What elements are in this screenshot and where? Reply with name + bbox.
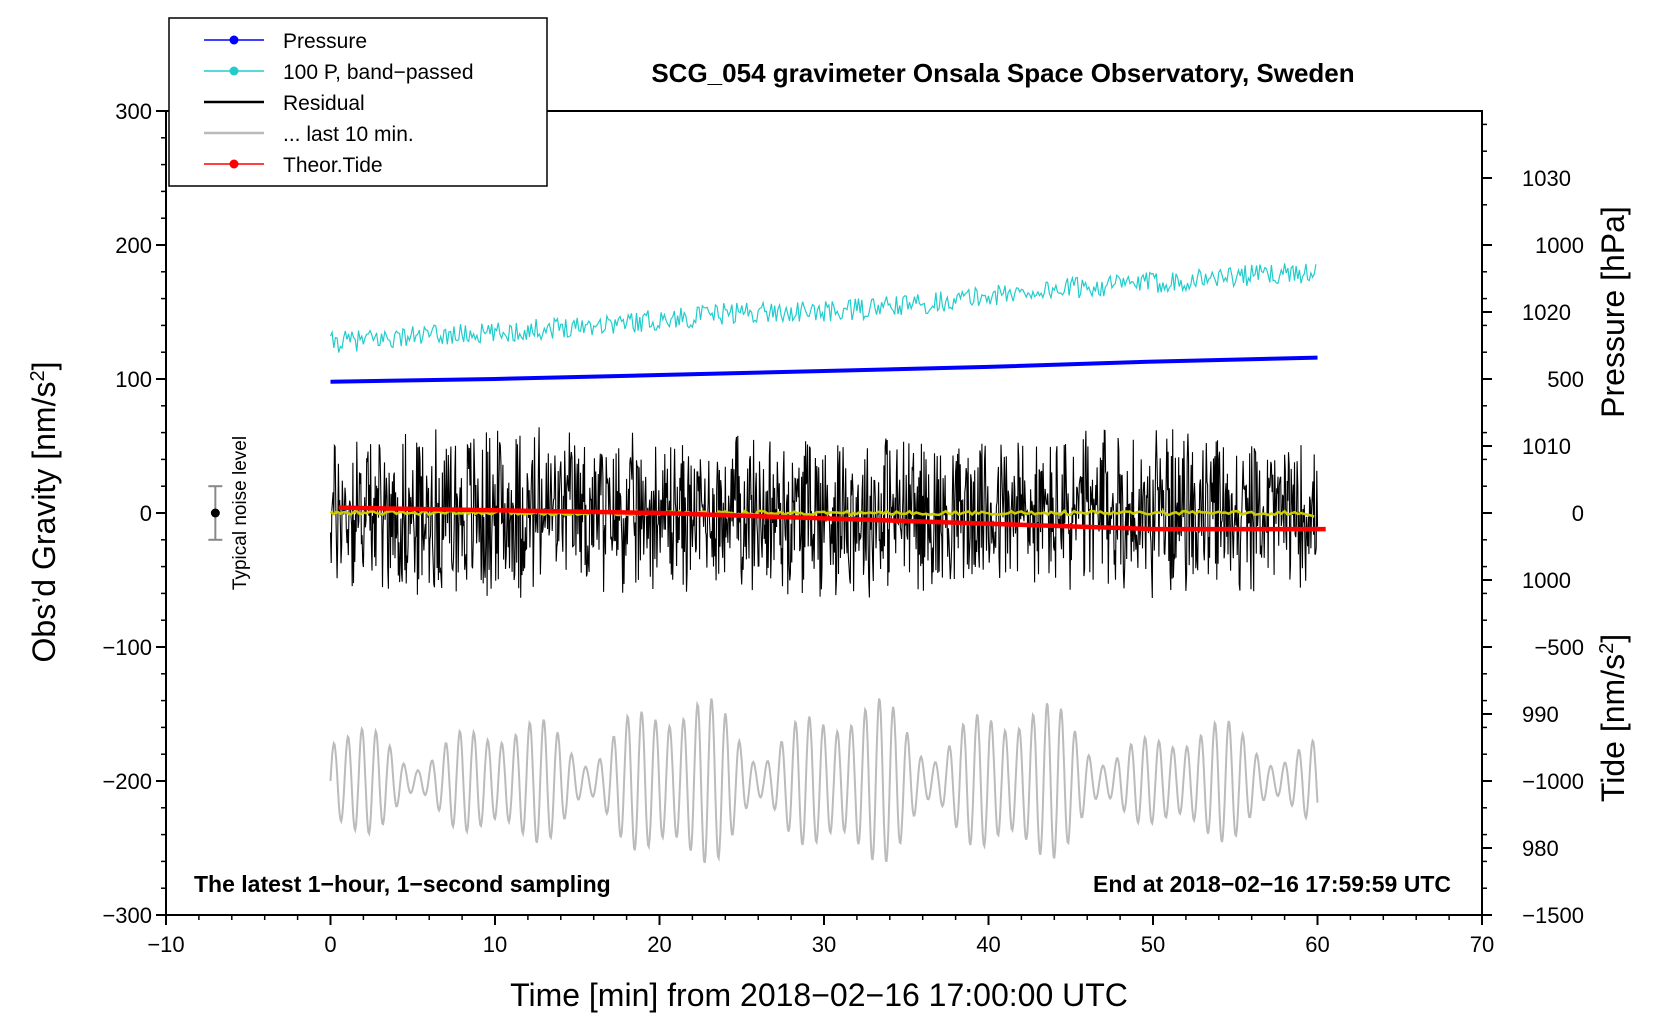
noise-level-label: Typical noise level xyxy=(230,436,251,590)
noise-level-marker xyxy=(208,485,223,541)
tide-tick-label: 1000 xyxy=(1535,233,1584,258)
legend-label: Pressure xyxy=(283,30,367,53)
legend-label: 100 P, band−passed xyxy=(283,61,474,84)
chart-title: SCG_054 gravimeter Onsala Space Observat… xyxy=(651,58,1354,88)
y-axis-title-pressure: Pressure [hPa] xyxy=(1595,206,1631,418)
x-tick-label: 70 xyxy=(1470,932,1494,957)
series-theor-tide xyxy=(338,505,1326,532)
series-pressure xyxy=(330,355,1318,384)
legend-label: Residual xyxy=(283,92,365,115)
x-tick-label: 10 xyxy=(483,932,507,957)
y-left-tick-label: 300 xyxy=(115,99,152,124)
legend-label: Theor.Tide xyxy=(283,154,383,177)
pressure-tick-label: 1000 xyxy=(1522,568,1571,593)
y-left-tick-label: −200 xyxy=(102,769,152,794)
legend-items: Pressure 100 P, band−passed Residual ... la… xyxy=(204,30,474,177)
axes-layer: −10 0 10 20 30 40 50 60 703002001000−100−200−300… xyxy=(102,99,1584,957)
y-left-tick-label: 0 xyxy=(140,501,152,526)
series-residual xyxy=(329,427,1319,599)
pressure-tick-label: 980 xyxy=(1522,836,1559,861)
series-smoothed-residual xyxy=(329,509,1315,518)
y-left-tick-label: 100 xyxy=(115,367,152,392)
annotation-right: End at 2018−02−16 17:59:59 UTC xyxy=(1093,871,1451,897)
x-tick-label: −10 xyxy=(147,932,184,957)
pressure-tick-label: 990 xyxy=(1522,702,1559,727)
y-axis-title-tide: Tide [nm/s2] xyxy=(1595,634,1631,802)
legend-marker xyxy=(229,66,239,76)
y-axis-title-tide-close: ] xyxy=(1595,634,1631,643)
series-layer xyxy=(329,263,1326,864)
pressure-tick-label: 1030 xyxy=(1522,166,1571,191)
tide-tick-label: −1500 xyxy=(1522,903,1584,928)
tide-tick-label: 500 xyxy=(1547,367,1584,392)
y-axis-title-left-main: Obs’d Gravity [nm/s xyxy=(26,382,62,663)
y-left-tick-label: −300 xyxy=(102,903,152,928)
y-axis-title-left-sup: 2 xyxy=(27,370,49,381)
x-tick-label: 40 xyxy=(976,932,1000,957)
noise-dot xyxy=(210,508,220,518)
pressure-tick-label: 1010 xyxy=(1522,434,1571,459)
tide-tick-label: 0 xyxy=(1572,501,1584,526)
y-left-tick-label: 200 xyxy=(115,233,152,258)
pressure-tick-label: 1020 xyxy=(1522,300,1571,325)
series-band-passed-pressure xyxy=(329,263,1317,353)
tide-tick-label: −500 xyxy=(1534,635,1584,660)
x-tick-label: 0 xyxy=(324,932,336,957)
x-tick-label: 50 xyxy=(1141,932,1165,957)
x-axis-title: Time [min] from 2018−02−16 17:00:00 UTC xyxy=(510,977,1128,1013)
series-last-10-min xyxy=(329,698,1319,864)
y-axis-title-left-close: ] xyxy=(26,362,62,371)
legend-label: ... last 10 min. xyxy=(283,123,414,146)
y-axis-title-tide-main: Tide [nm/s xyxy=(1595,654,1631,802)
legend-marker xyxy=(229,159,239,169)
x-tick-label: 30 xyxy=(812,932,836,957)
legend: Pressure 100 P, band−passed Residual ... la… xyxy=(168,17,548,187)
y-axis-title-tide-sup: 2 xyxy=(1596,643,1618,654)
x-tick-label: 60 xyxy=(1305,932,1329,957)
y-left-tick-label: −100 xyxy=(102,635,152,660)
legend-marker xyxy=(229,35,239,45)
y-axis-title-left: Obs’d Gravity [nm/s2] xyxy=(26,362,62,663)
annotation-left: The latest 1−hour, 1−second sampling xyxy=(194,871,611,897)
tide-tick-label: −1000 xyxy=(1522,769,1584,794)
x-tick-label: 20 xyxy=(647,932,671,957)
